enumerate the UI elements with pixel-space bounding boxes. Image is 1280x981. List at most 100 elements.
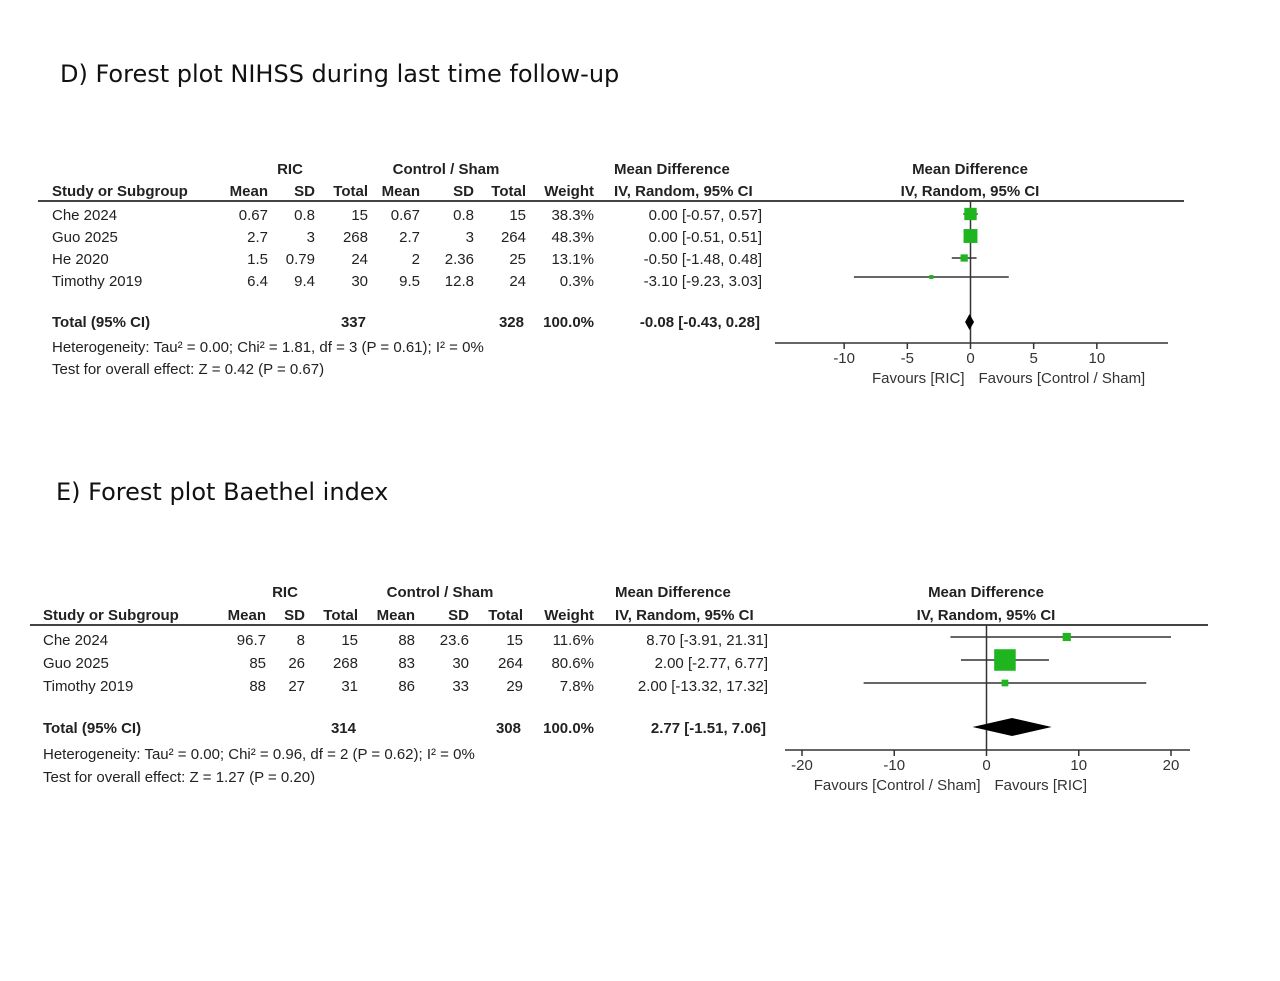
mean1: 85 — [249, 655, 266, 672]
header-rule — [30, 624, 1208, 626]
total1: 31 — [341, 678, 358, 695]
total1-col-header: Total — [333, 183, 368, 200]
heterogeneity-text: Heterogeneity: Tau² = 0.00; Chi² = 0.96,… — [43, 746, 475, 763]
total2: 328 — [498, 314, 524, 331]
md-header: Mean Difference — [614, 161, 730, 178]
study-col-header: Study or Subgroup — [52, 183, 188, 200]
total2-col-header: Total — [488, 607, 523, 624]
mean2: 83 — [398, 655, 415, 672]
sd2: 33 — [452, 678, 469, 695]
group1-header: RIC — [277, 161, 303, 178]
total-label: Total (95% CI) — [43, 720, 142, 737]
total1: 15 — [351, 207, 368, 224]
sd2: 2.36 — [444, 251, 474, 268]
total1: 30 — [351, 273, 368, 290]
mean1: 2.7 — [247, 229, 268, 246]
mean1-col-header: Mean — [227, 607, 266, 624]
mean1: 88 — [249, 678, 266, 695]
md-ci: -3.10 [-9.23, 3.03] — [643, 273, 762, 290]
md-ci: 2.00 [-2.77, 6.77] — [654, 655, 768, 672]
x-tick-label: 0 — [966, 350, 974, 367]
mean2: 86 — [398, 678, 415, 695]
total2: 29 — [506, 678, 523, 695]
mean2: 0.67 — [390, 207, 420, 224]
study-marker — [929, 275, 934, 279]
total-md-ci: 2.77 [-1.51, 7.06] — [650, 720, 766, 737]
mean2-col-header: Mean — [381, 183, 420, 200]
weight: 11.6% — [552, 632, 594, 649]
total-label: Total (95% CI) — [52, 314, 151, 331]
study-name: Guo 2025 — [52, 229, 118, 246]
weight: 7.8% — [559, 678, 594, 695]
md-ci: 0.00 [-0.51, 0.51] — [648, 229, 762, 246]
x-tick-label: -10 — [833, 350, 855, 367]
total2: 25 — [509, 251, 526, 268]
favours-left-label: Favours [Control / Sham] — [814, 777, 981, 794]
sd2: 23.6 — [439, 632, 469, 649]
x-tick-label: -20 — [791, 757, 813, 774]
favours-right-label: Favours [RIC] — [995, 777, 1088, 794]
total1: 268 — [342, 229, 368, 246]
total2: 24 — [509, 273, 526, 290]
sd1-col-header: SD — [284, 607, 305, 624]
total2-col-header: Total — [491, 183, 526, 200]
weight: 0.3% — [559, 273, 594, 290]
weight: 80.6% — [551, 655, 594, 672]
total1: 15 — [341, 632, 358, 649]
mean2: 2 — [411, 251, 420, 268]
md-header: Mean Difference — [615, 584, 731, 601]
panel-title: D) Forest plot NIHSS during last time fo… — [60, 60, 620, 88]
sd1: 0.79 — [285, 251, 315, 268]
md-plot-header: Mean Difference — [912, 161, 1028, 178]
sd2: 0.8 — [453, 207, 474, 224]
total2: 264 — [500, 229, 526, 246]
mean2: 2.7 — [399, 229, 420, 246]
mean2: 88 — [398, 632, 415, 649]
md-ci: 8.70 [-3.91, 21.31] — [646, 632, 768, 649]
favours-right-label: Favours [Control / Sham] — [979, 370, 1146, 387]
md-method-header: IV, Random, 95% CI — [615, 607, 754, 624]
md-ci: 2.00 [-13.32, 17.32] — [637, 678, 768, 695]
group1-header: RIC — [272, 584, 298, 601]
total1-col-header: Total — [323, 607, 358, 624]
sd2-col-header: SD — [453, 183, 474, 200]
total-weight: 100.0% — [543, 720, 594, 737]
md-plot-header: Mean Difference — [928, 584, 1044, 601]
study-marker — [964, 207, 977, 221]
md-method-header: IV, Random, 95% CI — [614, 183, 753, 200]
md-plot-method-header: IV, Random, 95% CI — [916, 607, 1056, 624]
mean1-col-header: Mean — [229, 183, 268, 200]
weight: 38.3% — [551, 207, 594, 224]
x-tick-label: 20 — [1163, 757, 1180, 774]
weight: 13.1% — [551, 251, 594, 268]
sd2-col-header: SD — [448, 607, 469, 624]
md-plot-method-header: IV, Random, 95% CI — [900, 183, 1040, 200]
x-tick-label: -10 — [883, 757, 905, 774]
sd1: 8 — [296, 632, 305, 649]
study-name: He 2020 — [52, 251, 109, 268]
x-tick-label: 5 — [1029, 350, 1037, 367]
total1: 24 — [351, 251, 368, 268]
sd2: 3 — [465, 229, 474, 246]
group2-header: Control / Sham — [392, 161, 500, 178]
md-ci: 0.00 [-0.57, 0.57] — [648, 207, 762, 224]
sd1: 9.4 — [294, 273, 315, 290]
study-marker — [1062, 632, 1071, 642]
group2-header: Control / Sham — [386, 584, 494, 601]
sd2: 12.8 — [444, 273, 474, 290]
x-tick-label: 10 — [1088, 350, 1105, 367]
favours-left-label: Favours [RIC] — [872, 370, 965, 387]
study-marker — [994, 649, 1016, 671]
weight: 48.3% — [551, 229, 594, 246]
study-marker — [1001, 679, 1009, 687]
mean1: 6.4 — [247, 273, 268, 290]
total-md-ci: -0.08 [-0.43, 0.28] — [639, 314, 760, 331]
total2: 15 — [506, 632, 523, 649]
sd2: 30 — [452, 655, 469, 672]
total1: 337 — [340, 314, 366, 331]
weight-col-header: Weight — [544, 607, 594, 624]
study-marker — [963, 229, 978, 243]
study-name: Che 2024 — [43, 632, 109, 649]
